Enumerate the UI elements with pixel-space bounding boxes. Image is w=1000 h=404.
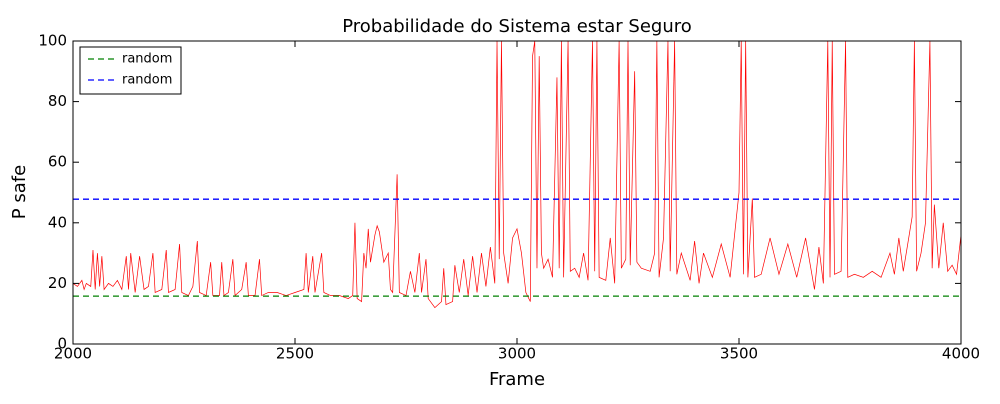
legend-label: random xyxy=(122,73,172,88)
x-tick-label: 4000 xyxy=(942,345,980,363)
x-tick-label: 2500 xyxy=(276,345,314,363)
y-tick-label: 80 xyxy=(48,92,67,110)
x-axis-label: Frame xyxy=(489,369,545,390)
y-axis-label: P safe xyxy=(9,165,30,219)
legend-box xyxy=(79,46,182,95)
x-tick-label: 3000 xyxy=(498,345,536,363)
plot-frame xyxy=(72,40,962,345)
x-tick-label: 3500 xyxy=(720,345,758,363)
y-tick-label: 40 xyxy=(48,213,67,231)
y-tick-label: 0 xyxy=(57,335,67,353)
chart-title: Probabilidade do Sistema estar Seguro xyxy=(342,16,692,37)
y-tick-label: 60 xyxy=(48,153,67,171)
y-tick-label: 20 xyxy=(48,274,67,292)
legend-label: random xyxy=(122,52,172,67)
y-tick-label: 100 xyxy=(38,32,67,50)
data-line xyxy=(72,40,962,309)
x-tick-label: 2000 xyxy=(54,345,92,363)
